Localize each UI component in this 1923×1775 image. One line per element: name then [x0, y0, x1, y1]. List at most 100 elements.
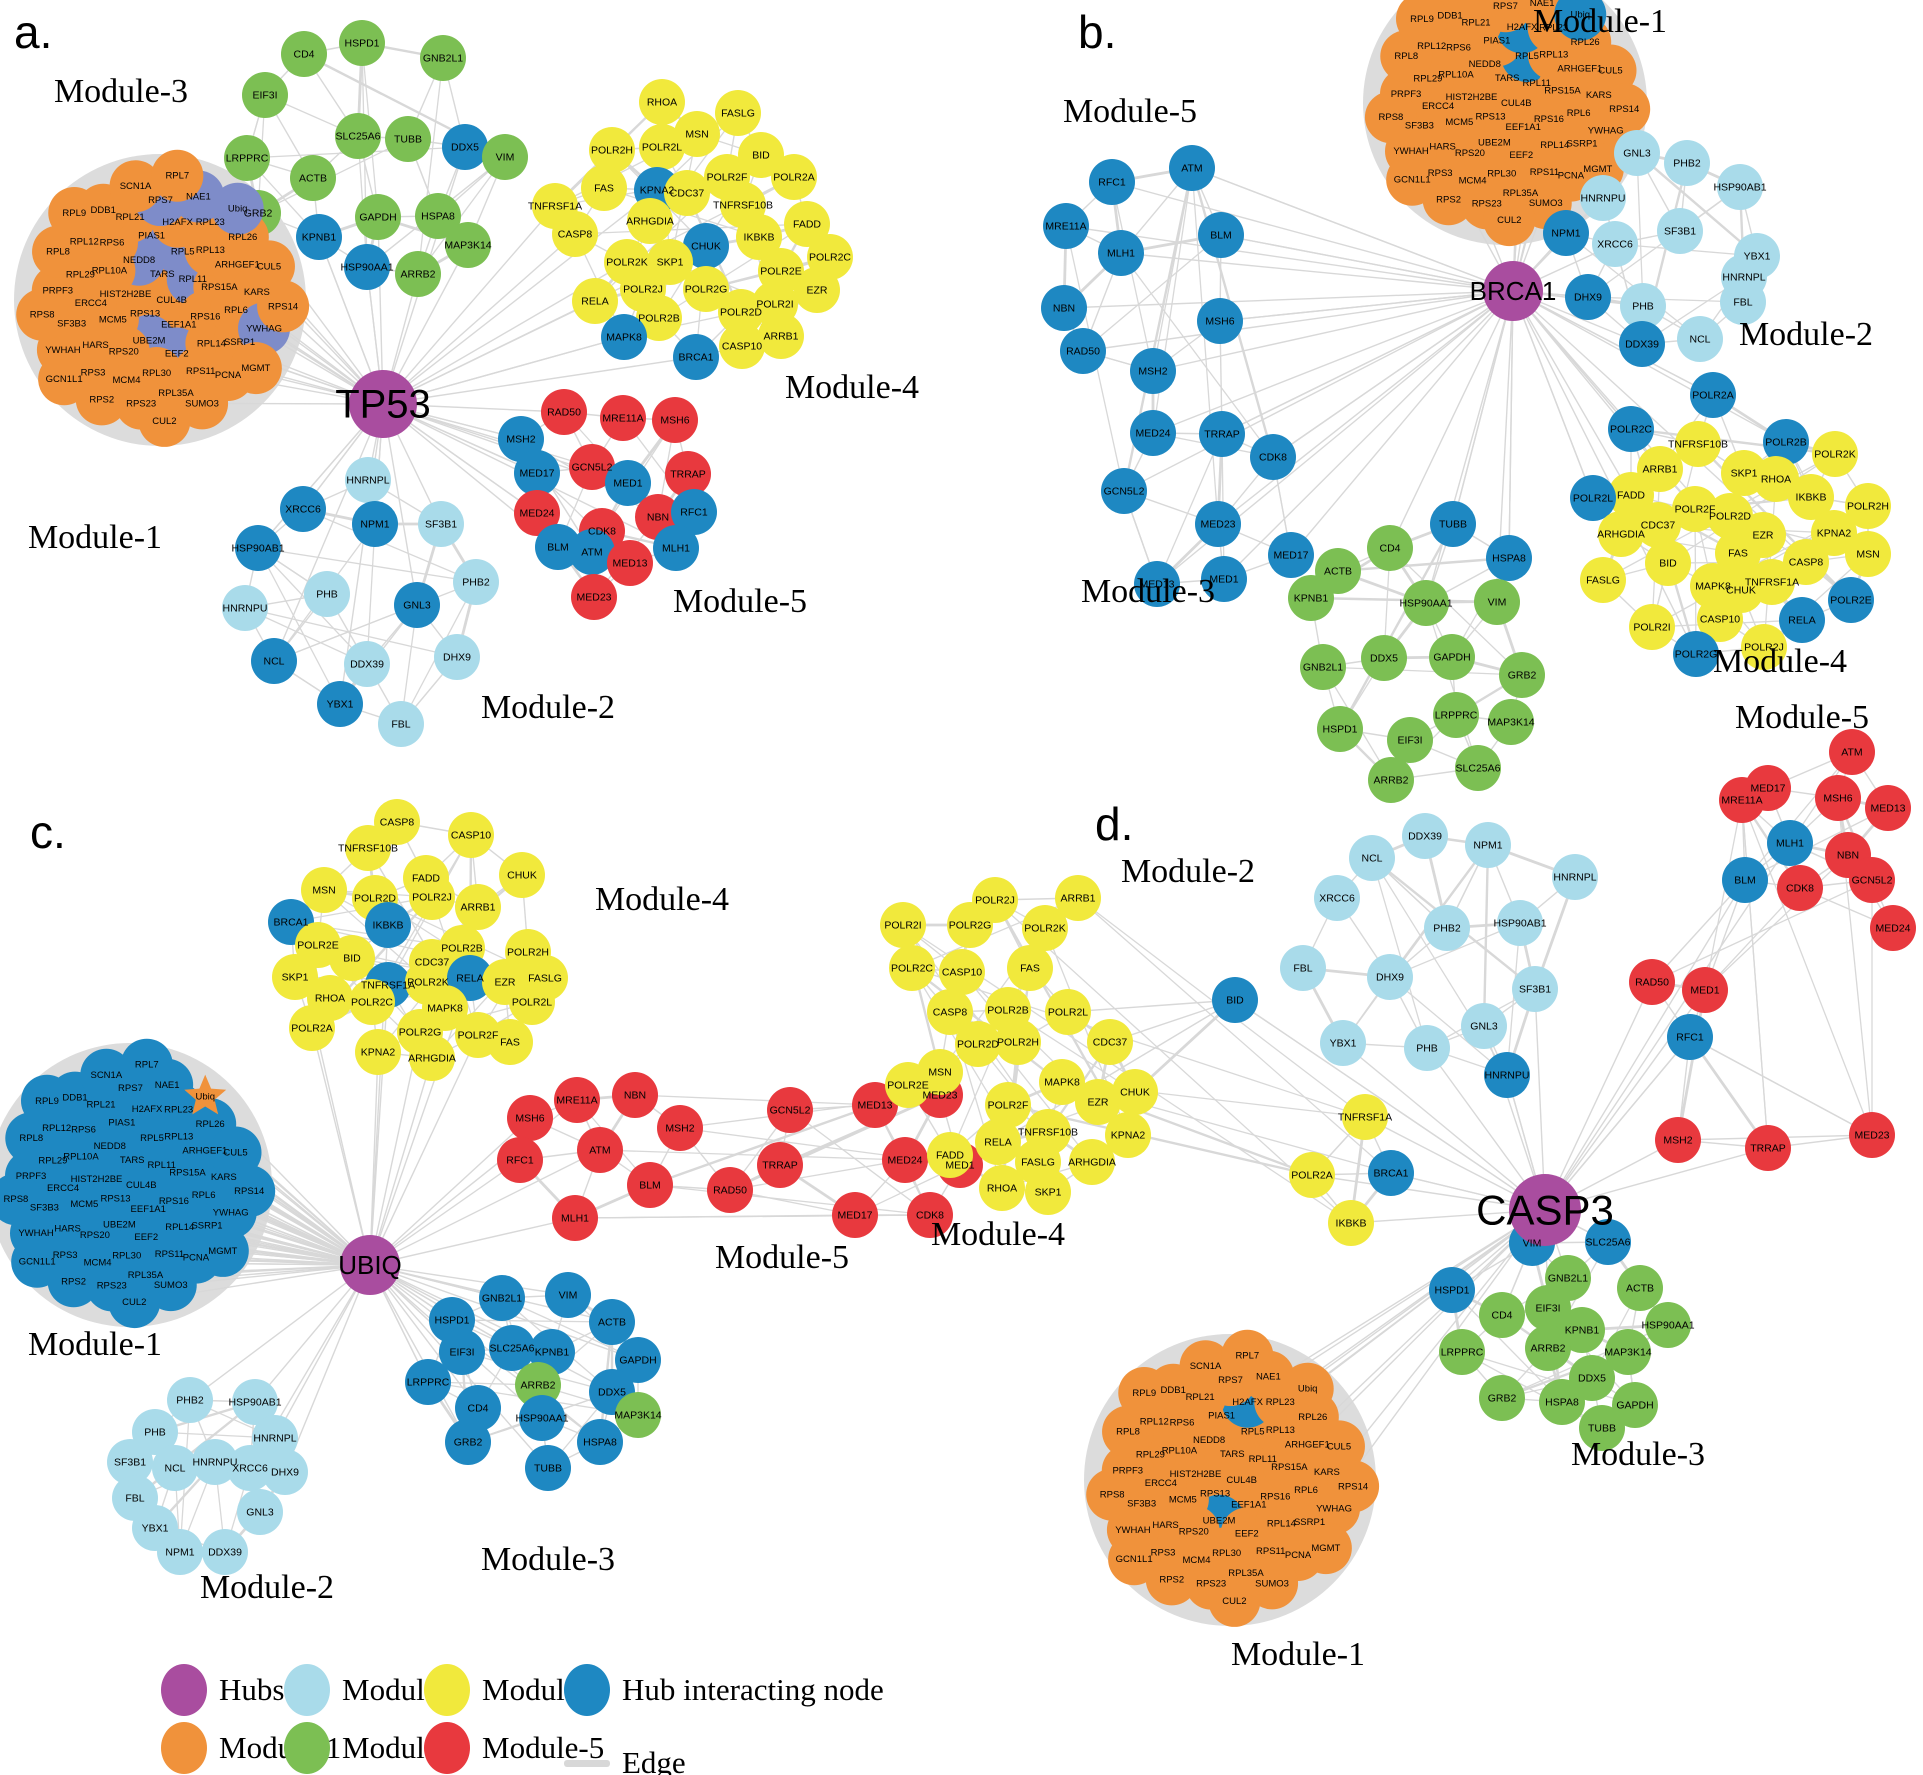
network-node[interactable] — [784, 201, 830, 247]
network-node[interactable] — [1039, 1059, 1085, 1105]
network-node[interactable] — [1197, 298, 1243, 344]
network-node[interactable] — [1433, 692, 1479, 738]
network-node[interactable] — [242, 72, 288, 118]
network-node[interactable] — [1060, 328, 1106, 374]
network-node[interactable] — [1592, 221, 1638, 267]
network-node[interactable] — [445, 222, 491, 268]
network-node[interactable] — [889, 945, 935, 991]
network-node[interactable] — [1041, 285, 1087, 331]
network-node[interactable] — [1605, 1329, 1651, 1375]
network-node[interactable] — [1403, 580, 1449, 626]
network-node[interactable] — [409, 874, 455, 920]
network-node[interactable] — [1788, 474, 1834, 520]
network-node[interactable] — [1395, 0, 1448, 45]
network-node[interactable] — [767, 1087, 813, 1133]
network-node[interactable] — [16, 288, 69, 341]
network-node[interactable] — [1055, 875, 1101, 921]
network-node[interactable] — [1108, 1533, 1161, 1586]
network-node[interactable] — [683, 223, 729, 269]
network-node[interactable] — [235, 525, 281, 571]
network-node[interactable] — [571, 574, 617, 620]
network-node[interactable] — [223, 1165, 276, 1218]
network-node[interactable] — [1368, 757, 1414, 803]
network-node[interactable] — [975, 1119, 1021, 1165]
network-node[interactable] — [665, 451, 711, 497]
network-node[interactable] — [1198, 212, 1244, 258]
network-node[interactable] — [715, 90, 761, 136]
network-node[interactable] — [718, 289, 764, 335]
network-node[interactable] — [499, 852, 545, 898]
network-node[interactable] — [229, 342, 282, 395]
network-node[interactable] — [1280, 945, 1326, 991]
network-node[interactable] — [1614, 130, 1660, 176]
network-node[interactable] — [927, 989, 973, 1035]
network-node[interactable] — [1349, 835, 1395, 881]
network-node[interactable] — [636, 295, 682, 341]
network-node[interactable] — [304, 571, 350, 617]
network-node[interactable] — [202, 1529, 248, 1575]
network-node[interactable] — [1479, 1292, 1525, 1338]
network-node[interactable] — [1387, 717, 1433, 763]
network-node[interactable] — [1299, 1522, 1352, 1575]
network-node[interactable] — [1767, 820, 1813, 866]
network-node[interactable] — [1317, 706, 1363, 752]
network-node[interactable] — [1598, 83, 1651, 136]
network-node[interactable] — [627, 1162, 673, 1208]
network-node[interactable] — [1719, 777, 1765, 823]
network-node[interactable] — [420, 35, 466, 81]
network-node[interactable] — [296, 214, 342, 260]
network-node[interactable] — [448, 812, 494, 858]
hub-node[interactable] — [340, 1235, 400, 1295]
network-node[interactable] — [1552, 854, 1598, 900]
network-node[interactable] — [1829, 729, 1875, 775]
network-node[interactable] — [979, 1165, 1025, 1211]
network-node[interactable] — [257, 280, 310, 333]
network-node[interactable] — [344, 244, 390, 290]
network-node[interactable] — [152, 1445, 198, 1491]
network-node[interactable] — [1620, 283, 1666, 329]
network-node[interactable] — [1870, 905, 1916, 951]
network-node[interactable] — [355, 194, 401, 240]
network-node[interactable] — [1289, 1152, 1335, 1198]
network-node[interactable] — [1635, 502, 1681, 548]
network-node[interactable] — [1690, 372, 1736, 418]
network-node[interactable] — [224, 135, 270, 181]
network-node[interactable] — [1580, 557, 1626, 603]
network-node[interactable] — [652, 397, 698, 443]
network-node[interactable] — [289, 1005, 335, 1051]
network-node[interactable] — [955, 1021, 1001, 1067]
network-node[interactable] — [479, 1275, 525, 1321]
network-node[interactable] — [11, 1235, 64, 1288]
network-node[interactable] — [674, 111, 720, 157]
network-node[interactable] — [1364, 91, 1417, 144]
network-node[interactable] — [1368, 1150, 1414, 1196]
network-node[interactable] — [852, 1082, 898, 1128]
network-node[interactable] — [80, 1048, 133, 1101]
network-node[interactable] — [1753, 456, 1799, 502]
network-node[interactable] — [1208, 1574, 1261, 1627]
network-node[interactable] — [639, 124, 685, 170]
network-node[interactable] — [569, 444, 615, 490]
network-node[interactable] — [683, 266, 729, 312]
network-node[interactable] — [1845, 531, 1891, 577]
network-node[interactable] — [196, 1224, 249, 1277]
network-node[interactable] — [1539, 1379, 1585, 1425]
network-node[interactable] — [1525, 1325, 1571, 1371]
network-node[interactable] — [109, 160, 162, 213]
network-node[interactable] — [281, 31, 327, 77]
network-node[interactable] — [1221, 1329, 1274, 1382]
network-node[interactable] — [736, 214, 782, 260]
network-node[interactable] — [1098, 230, 1144, 276]
network-node[interactable] — [1007, 945, 1053, 991]
network-node[interactable] — [1342, 1094, 1388, 1140]
network-node[interactable] — [985, 1082, 1031, 1128]
network-node[interactable] — [1543, 210, 1589, 256]
network-node[interactable] — [1749, 559, 1795, 605]
network-node[interactable] — [639, 79, 685, 125]
star-node[interactable] — [184, 1074, 227, 1115]
network-node[interactable] — [1657, 208, 1703, 254]
network-node[interactable] — [995, 1019, 1041, 1065]
network-node[interactable] — [1069, 1139, 1115, 1185]
network-node[interactable] — [1367, 525, 1413, 571]
hub-node[interactable] — [1509, 1174, 1581, 1246]
